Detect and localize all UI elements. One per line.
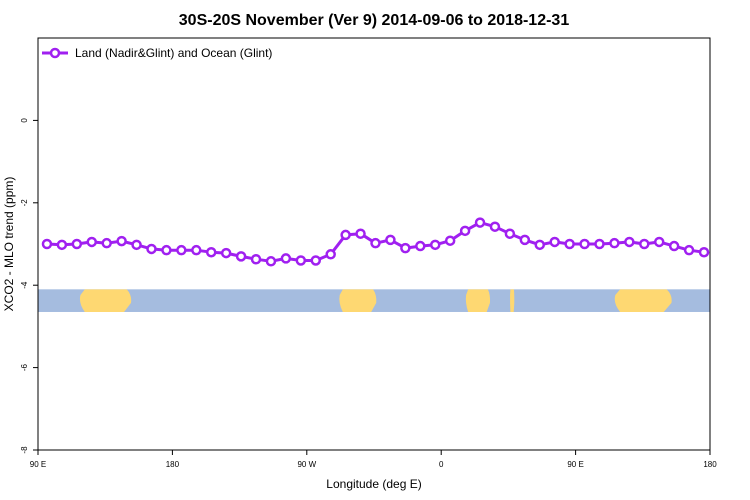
data-point [280,253,292,264]
data-point [116,235,127,247]
series-layer [41,217,710,267]
data-point [489,221,501,232]
data-point [191,244,202,256]
land-mass-5 [614,289,672,312]
data-point [310,255,322,266]
data-point [220,247,232,259]
land-mass-2 [339,289,377,312]
x-tick-label: 90 W [297,460,316,469]
x-tick-label: 90 E [30,460,46,469]
data-point [295,255,307,266]
data-point [101,237,112,249]
legend-entry-label: Land (Nadir&Glint) and Ocean (Glint) [75,46,272,60]
data-point [71,238,83,250]
data-point [594,238,605,250]
y-axis: 0 -2 -4 -6 -8 [20,118,38,454]
y-tick-label: -6 [20,363,29,371]
data-point [653,236,665,248]
data-point [624,236,635,248]
x-tick-label: 180 [703,460,717,469]
data-point [429,239,441,251]
plot-frame [37,37,711,451]
land-mass-3 [465,289,491,312]
data-point [564,238,575,250]
data-point [86,236,98,248]
data-point [504,228,516,239]
data-point [549,236,560,248]
data-point [385,234,396,246]
x-tick-label: 90 E [567,460,583,469]
x-axis-label: Longitude (deg E) [326,477,421,491]
land-mass-4 [510,289,515,312]
data-point [340,229,351,241]
data-point [459,225,471,237]
data-point [131,239,142,251]
legend: Land (Nadir&Glint) and Ocean (Glint) [42,46,272,60]
data-point [250,253,262,265]
y-axis-label: XCO2 - MLO trend (ppm) [2,177,16,312]
data-point [146,243,157,255]
data-point [444,235,456,246]
data-point [415,240,426,252]
legend-marker [49,47,61,59]
data-point [56,239,68,251]
y-tick-label: -8 [20,446,29,454]
data-point [176,244,187,256]
x-tick-label: 180 [166,460,180,469]
chart-title: 30S-20S November (Ver 9) 2014-09-06 to 2… [179,12,570,29]
data-point [41,238,53,250]
data-point [265,256,277,267]
x-axis: 90 E 180 90 W 0 90 E 180 [30,450,717,469]
map-strip [38,289,710,312]
data-point [474,217,486,228]
data-point [325,249,336,260]
data-point [579,238,590,250]
data-point [668,240,680,252]
data-point [639,238,650,250]
land-mass-1 [79,289,132,312]
y-tick-label: -4 [20,281,29,289]
y-tick-label: -2 [20,199,29,207]
data-point [683,244,695,256]
data-point [609,237,620,249]
data-point [355,228,366,239]
data-point [205,246,217,258]
data-point [235,251,247,262]
data-point [519,234,531,246]
x-tick-label: 0 [439,460,444,469]
data-point [698,246,710,258]
data-point [161,244,172,256]
data-point [534,239,546,251]
data-point [370,237,381,249]
data-point [400,242,411,254]
y-tick-label: 0 [20,118,29,123]
